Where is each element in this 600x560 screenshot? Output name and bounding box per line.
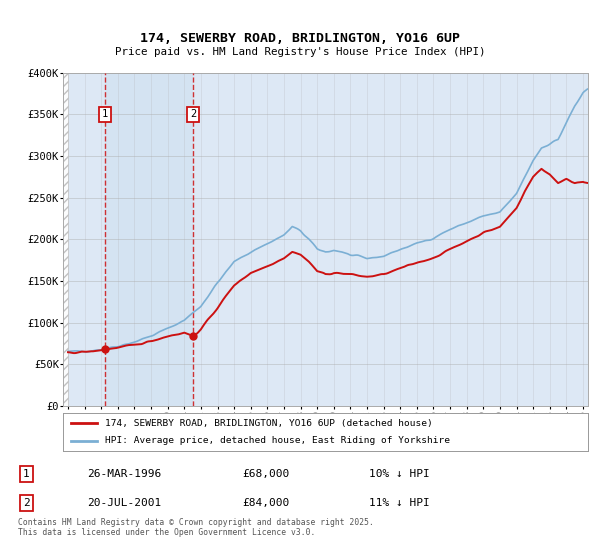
Text: 174, SEWERBY ROAD, BRIDLINGTON, YO16 6UP (detached house): 174, SEWERBY ROAD, BRIDLINGTON, YO16 6UP… <box>105 419 433 428</box>
Text: Contains HM Land Registry data © Crown copyright and database right 2025.
This d: Contains HM Land Registry data © Crown c… <box>18 517 374 537</box>
Text: HPI: Average price, detached house, East Riding of Yorkshire: HPI: Average price, detached house, East… <box>105 436 450 445</box>
Text: 2: 2 <box>190 109 197 119</box>
Bar <box>105 73 193 406</box>
Text: 1: 1 <box>23 469 30 479</box>
Text: 11% ↓ HPI: 11% ↓ HPI <box>369 498 430 508</box>
Text: 1: 1 <box>102 109 108 119</box>
Text: 174, SEWERBY ROAD, BRIDLINGTON, YO16 6UP: 174, SEWERBY ROAD, BRIDLINGTON, YO16 6UP <box>140 32 460 45</box>
Bar <box>63 73 68 406</box>
Text: 26-MAR-1996: 26-MAR-1996 <box>87 469 161 479</box>
Text: 2: 2 <box>23 498 30 508</box>
Text: £84,000: £84,000 <box>242 498 290 508</box>
Text: 10% ↓ HPI: 10% ↓ HPI <box>369 469 430 479</box>
Text: £68,000: £68,000 <box>242 469 290 479</box>
Text: Price paid vs. HM Land Registry's House Price Index (HPI): Price paid vs. HM Land Registry's House … <box>115 47 485 57</box>
Text: 20-JUL-2001: 20-JUL-2001 <box>87 498 161 508</box>
